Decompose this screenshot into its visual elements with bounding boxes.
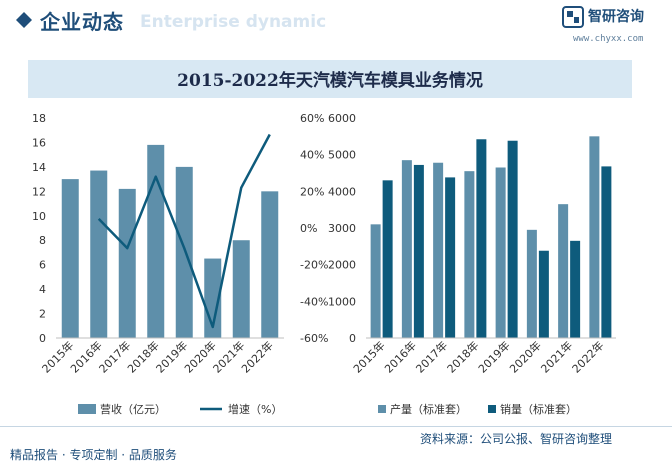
production-bar xyxy=(558,204,569,338)
x-tick-label: 2016年 xyxy=(382,338,419,375)
x-tick-label: 2022年 xyxy=(569,338,606,375)
sales-bar xyxy=(476,139,487,338)
x-tick-label: 2022年 xyxy=(238,338,275,375)
y-right-tick-label: -60% xyxy=(300,332,328,345)
legend-swatch-revenue xyxy=(78,404,96,414)
production-bar xyxy=(433,162,444,338)
y-right-tick-label: 60% xyxy=(300,112,324,125)
legend-label-production: 产量（标准套） xyxy=(390,402,467,416)
y-right-tick-label: 20% xyxy=(300,185,324,198)
logo-icon xyxy=(562,6,584,28)
page-title: 企业动态 xyxy=(40,10,124,34)
production-bar xyxy=(401,160,412,338)
production-bar xyxy=(589,136,600,338)
y-left-tick-label: 18 xyxy=(32,112,46,125)
sales-bar xyxy=(570,240,581,338)
legend-label-growth: 增速（%） xyxy=(228,402,282,416)
y-right-tick-label: 0% xyxy=(300,222,317,235)
footer xyxy=(0,426,672,473)
footer-slogan: 精品报告 · 专项定制 · 品质服务 xyxy=(10,448,177,462)
header: Enterprise dynamic 企业动态 智研咨询 www.chyxx.c… xyxy=(0,0,672,50)
y-right-tick-label: -20% xyxy=(300,259,328,272)
production-bar xyxy=(370,224,381,338)
diamond-icon xyxy=(16,12,32,28)
sales-bar xyxy=(382,180,393,338)
sales-bar xyxy=(538,250,549,338)
revenue-bar xyxy=(175,166,193,338)
header-subtitle: Enterprise dynamic xyxy=(140,12,327,32)
revenue-bar xyxy=(261,191,279,338)
x-tick-label: 2017年 xyxy=(413,338,450,375)
logo-text: 智研咨询 xyxy=(588,9,644,25)
sales-bar xyxy=(445,177,456,338)
y-tick-label: 3000 xyxy=(328,222,356,235)
y-tick-label: 6000 xyxy=(328,112,356,125)
y-left-tick-label: 0 xyxy=(39,332,46,345)
y-tick-label: 2000 xyxy=(328,259,356,272)
x-tick-label: 2020年 xyxy=(507,338,544,375)
production-bar xyxy=(495,167,506,338)
y-right-tick-label: 40% xyxy=(300,149,324,162)
y-left-tick-label: 10 xyxy=(32,210,46,223)
y-tick-label: 0 xyxy=(349,332,356,345)
revenue-bar xyxy=(90,170,108,338)
legend-swatch-sales xyxy=(488,405,496,413)
legend-label-revenue: 营收（亿元） xyxy=(100,402,166,416)
sales-bar xyxy=(601,166,612,338)
chart-title: 2015-2022年天汽模汽车模具业务情况 xyxy=(177,71,483,91)
y-tick-label: 1000 xyxy=(328,295,356,308)
revenue-bar xyxy=(147,144,165,338)
sales-bar xyxy=(413,164,424,338)
y-left-tick-label: 16 xyxy=(32,136,46,149)
x-tick-label: 2021年 xyxy=(538,338,575,375)
chart-title-bar xyxy=(28,60,632,98)
y-left-tick-label: 4 xyxy=(39,283,46,296)
legend-swatch-production xyxy=(378,405,386,413)
revenue-bar xyxy=(61,179,79,338)
y-left-tick-label: 12 xyxy=(32,185,46,198)
y-tick-label: 5000 xyxy=(328,149,356,162)
x-tick-label: 2018年 xyxy=(444,338,481,375)
growth-line xyxy=(97,133,271,329)
y-right-tick-label: -40% xyxy=(300,295,328,308)
y-left-tick-label: 2 xyxy=(39,308,46,321)
production-bar xyxy=(464,171,475,338)
y-left-tick-label: 6 xyxy=(39,259,46,272)
production-bar xyxy=(526,229,537,338)
y-left-tick-label: 8 xyxy=(39,234,46,247)
legend-label-sales: 销量（标准套） xyxy=(500,402,577,416)
revenue-bar xyxy=(232,240,250,338)
y-left-tick-label: 14 xyxy=(32,161,46,174)
sales-bar xyxy=(507,140,518,338)
y-tick-label: 4000 xyxy=(328,185,356,198)
logo-url: www.chyxx.com xyxy=(573,34,644,44)
x-tick-label: 2019年 xyxy=(475,338,512,375)
footer-source: 资料来源：公司公报、智研咨询整理 xyxy=(420,432,613,446)
revenue-bar xyxy=(118,188,136,338)
